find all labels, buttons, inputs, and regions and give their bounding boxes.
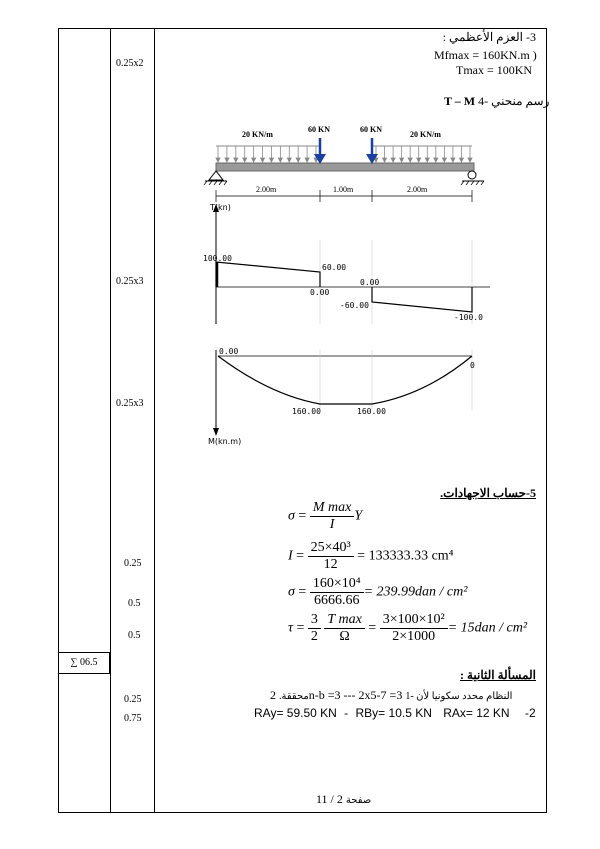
total-score: ∑ 06.5 xyxy=(58,652,110,674)
score-7: 0.25 xyxy=(124,694,142,705)
reaction-ray: RAy= 59.50 KN xyxy=(254,706,337,720)
load-arrowhead xyxy=(215,157,221,163)
load-arrowhead xyxy=(295,157,301,163)
score-5: 0.5 xyxy=(128,598,141,609)
beam-load-right: 20 KN/m xyxy=(410,130,441,139)
section3-heading: 3- العزم الأعظمي : xyxy=(442,30,536,44)
problem2-line2: RAy= 59.50 KN - RBy= 10.5 KN RAx= 12 KN … xyxy=(254,706,536,720)
beam-load-left: 20 KN/m xyxy=(242,130,273,139)
load-arrowhead xyxy=(286,157,292,163)
load-arrowhead xyxy=(259,157,266,163)
load-arrowhead xyxy=(224,157,230,163)
moment-value-160-b: 160.00 xyxy=(357,407,386,416)
section4-heading: T – M 4- رسم منحني xyxy=(444,94,549,109)
load-arrowhead xyxy=(390,157,396,163)
shear-value-neg100: -100.0 xyxy=(454,313,483,322)
reaction-rax: RAx= 12 KN xyxy=(443,706,510,720)
shear-axis-label: T(kn) xyxy=(209,203,231,212)
problem2-line1: محققة. 2n-b =3 --- 2x5-7 =3 1- النظام مح… xyxy=(270,688,512,703)
load-arrowhead xyxy=(424,157,430,163)
shear-value-neg60: -60.00 xyxy=(340,301,369,310)
page-footer: 11 / 2 صفحة xyxy=(316,792,371,807)
score-6: 0.5 xyxy=(128,630,141,641)
problem2-line1-arabic: 1- النظام محدد سكونيا لأن xyxy=(405,691,513,702)
load-arrowhead xyxy=(433,157,439,163)
beam-span-2: 1.00m xyxy=(333,185,354,194)
problem2-line1-eq: 2n-b =3 --- 2x5-7 =3 xyxy=(270,688,403,702)
load-arrowhead xyxy=(416,157,422,163)
shear-value-0a: 0.00 xyxy=(360,278,379,287)
frame-right xyxy=(546,28,547,812)
score-3: 0.25x3 xyxy=(116,398,144,409)
beam-point-load-2: 60 KN xyxy=(360,125,382,134)
moment-value-0-right: 0 xyxy=(470,361,475,370)
reaction-sep: - xyxy=(344,706,349,720)
load-arrowhead xyxy=(304,157,310,163)
load-arrowhead xyxy=(450,157,456,163)
score-1: 0.25x2 xyxy=(116,58,144,69)
frame-top xyxy=(58,28,547,29)
section3-mfmax: Mfmax = 160KN.m ) xyxy=(434,48,537,62)
frame-col1 xyxy=(110,28,111,812)
equation-sigma-value: σ = 160×10⁴ 6666.66 = 239.99dan / cm² xyxy=(288,576,468,608)
load-arrowhead xyxy=(441,157,448,163)
section4-heading-arabic: 4- رسم منحني xyxy=(478,94,550,108)
score-4: 0.25 xyxy=(124,558,142,569)
load-arrowhead xyxy=(268,157,275,163)
load-arrowhead xyxy=(458,157,465,163)
page-label: صفحة xyxy=(345,795,372,806)
frame-bottom xyxy=(58,812,547,813)
problem2-line1-end: محققة. xyxy=(279,691,309,702)
score-8: 0.75 xyxy=(124,713,142,724)
shear-diagram: T(kn) 100.00 60.00 0.00 0.00 -60.00 -100… xyxy=(203,203,490,324)
section3-tmax: Tmax = 100KN xyxy=(456,63,533,77)
problem2-number: -2 xyxy=(524,706,536,720)
problem2-heading: المسألة الثانية : xyxy=(459,668,536,682)
shear-value-60: 60.00 xyxy=(322,263,346,272)
beam-diagram: 20 KN/m 20 KN/m 60 KN 60 KN 2.00m 1.00m … xyxy=(203,125,485,202)
page-number: 11 / 2 xyxy=(316,792,343,806)
equation-sigma-formula: σ = M max I Y xyxy=(288,500,363,532)
load-arrowhead xyxy=(277,157,284,163)
load-arrowhead xyxy=(467,157,473,163)
section4-heading-latin: T – M xyxy=(444,94,476,108)
load-arrowhead xyxy=(398,157,405,163)
load-arrowhead xyxy=(407,157,413,163)
beam-span-3: 2.00m xyxy=(407,185,428,194)
equation-inertia: I = 25×40³ 12 = 133333.33 cm⁴ xyxy=(288,540,454,572)
frame-col2 xyxy=(154,28,155,812)
load-arrowhead xyxy=(233,157,239,163)
load-arrowhead xyxy=(250,157,257,163)
load-arrowhead xyxy=(381,157,388,163)
section5-heading: 5-حساب الاجهادات. xyxy=(440,486,536,500)
beam-point-load-1: 60 KN xyxy=(308,125,330,134)
moment-value-0-left: 0.00 xyxy=(219,347,238,356)
shear-value-0b: 0.00 xyxy=(310,288,329,297)
moment-value-160-a: 160.00 xyxy=(292,407,321,416)
score-2: 0.25x3 xyxy=(116,276,144,287)
shear-value-100: 100.00 xyxy=(203,254,232,263)
moment-diagram: 0.00 160.00 160.00 0 M(kn.m) xyxy=(208,347,475,446)
beam-span-1: 2.00m xyxy=(256,185,277,194)
load-arrowhead xyxy=(242,157,248,163)
frame-left xyxy=(58,28,59,812)
moment-axis-label: M(kn.m) xyxy=(208,437,241,446)
reaction-rby: RBy= 10.5 KN xyxy=(355,706,432,720)
